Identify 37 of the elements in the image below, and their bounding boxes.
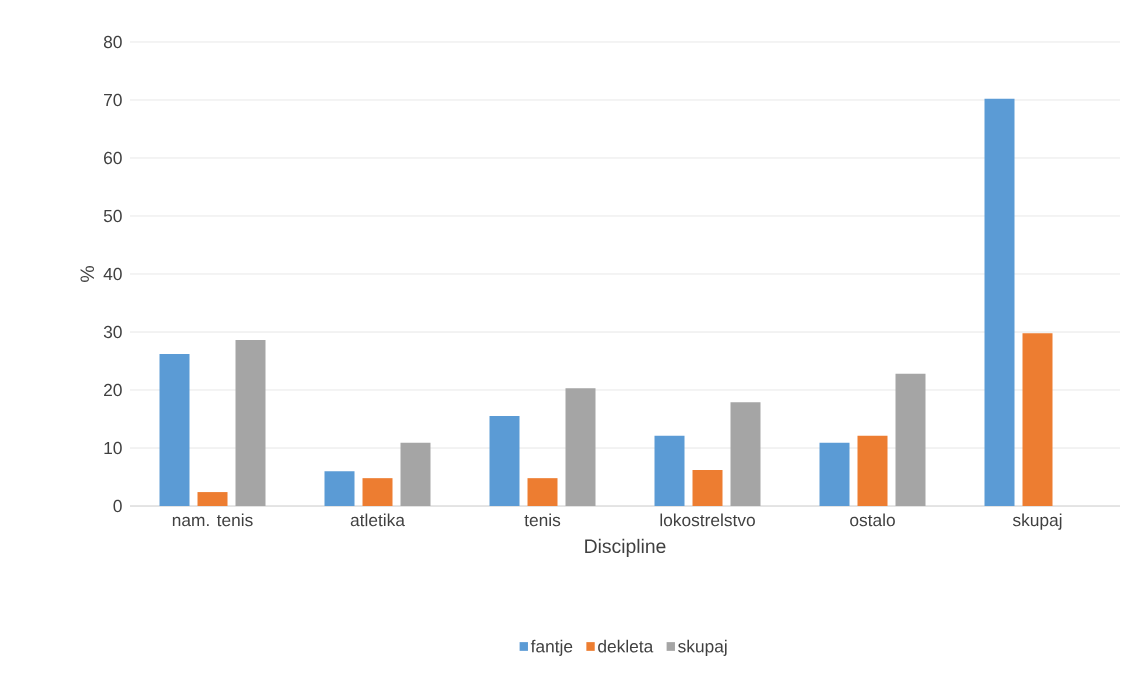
bar — [857, 435, 888, 506]
y-tick-label: 70 — [104, 93, 122, 107]
x-tick-label: nam. tenis — [172, 513, 253, 527]
legend-label: skupaj — [678, 639, 727, 656]
bar — [565, 388, 596, 506]
legend-label: fantje — [530, 639, 573, 656]
bar — [527, 478, 558, 506]
y-tick-label: 10 — [104, 441, 122, 455]
y-tick-label: 0 — [113, 499, 122, 513]
y-tick-label: 60 — [104, 151, 122, 165]
bar — [235, 340, 266, 506]
y-tick-label: 20 — [104, 383, 122, 397]
bar — [324, 471, 355, 506]
bar — [654, 435, 685, 506]
x-tick-label: skupaj — [1012, 513, 1062, 530]
y-tick-label: 50 — [103, 209, 122, 223]
bar — [159, 354, 190, 506]
bar — [362, 478, 393, 506]
bar — [984, 98, 1015, 506]
x-tick-label: atletika — [350, 513, 405, 527]
legend-label: dekleta — [598, 639, 654, 653]
bar — [489, 416, 520, 506]
x-tick-label: lokostrelstvo — [660, 513, 755, 527]
x-tick-label: tenis — [524, 513, 561, 527]
y-tick-label: 30 — [103, 325, 122, 339]
x-tick-label: ostalo — [850, 513, 895, 527]
y-tick-label: 80 — [103, 35, 122, 49]
bar — [197, 492, 228, 506]
bar — [895, 373, 926, 506]
bar — [400, 442, 431, 506]
bar — [692, 470, 723, 506]
x-axis-title: Discipline — [585, 538, 666, 557]
bar — [819, 442, 850, 506]
y-axis-title: % — [80, 266, 94, 282]
bar — [730, 402, 761, 506]
bar — [1022, 333, 1053, 506]
y-tick-label: 40 — [103, 267, 122, 281]
